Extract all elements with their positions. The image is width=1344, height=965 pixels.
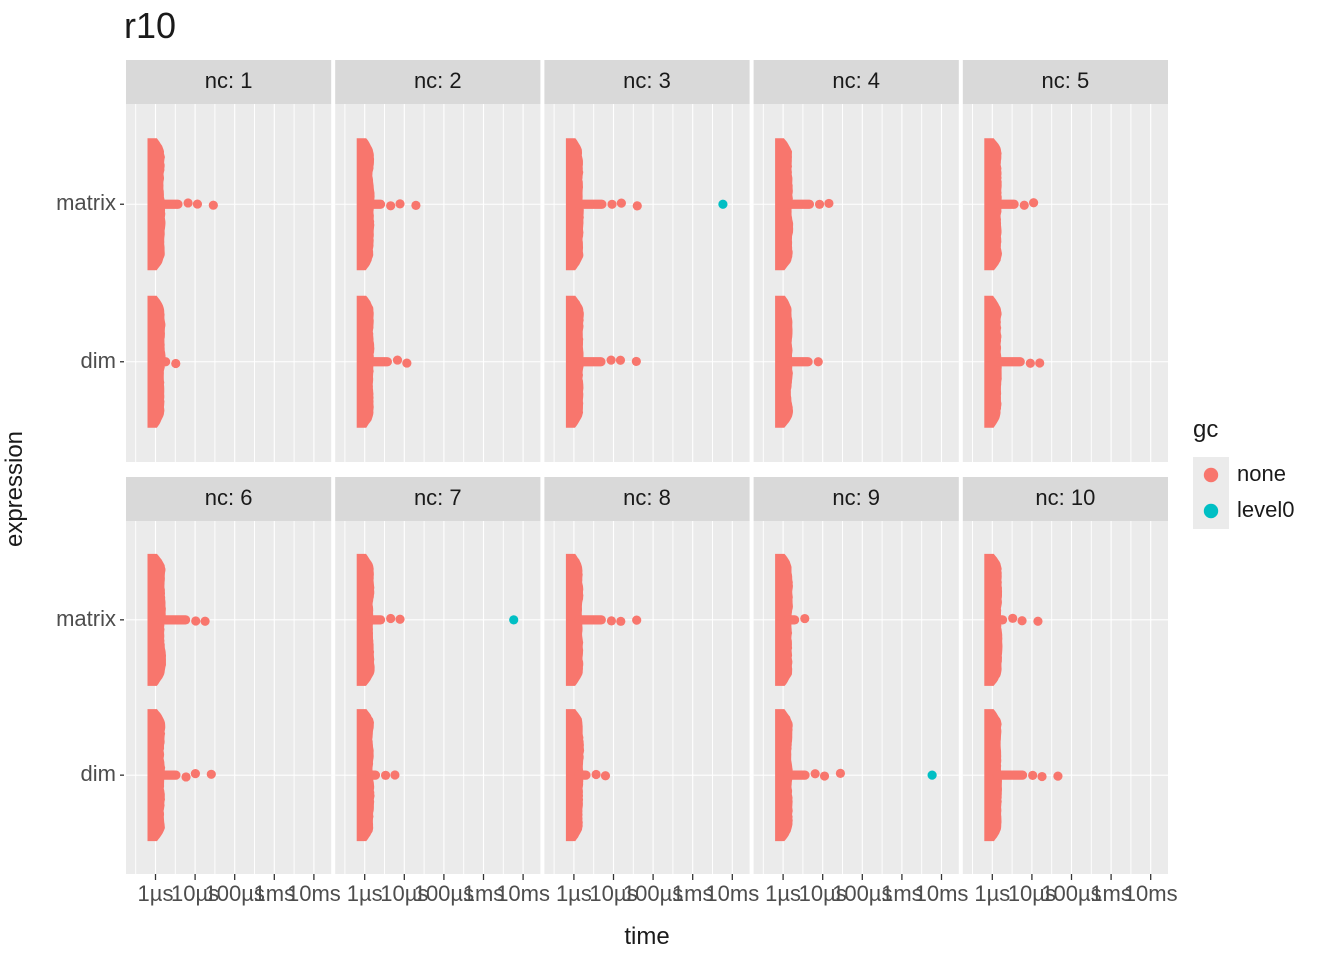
svg-text:10ms: 10ms — [287, 881, 341, 906]
svg-text:1µs: 1µs — [765, 881, 801, 906]
svg-text:10ms: 10ms — [705, 881, 759, 906]
svg-text:nc: 5: nc: 5 — [1042, 68, 1090, 93]
svg-text:nc: 1: nc: 1 — [205, 68, 253, 93]
svg-text:10ms: 10ms — [915, 881, 969, 906]
svg-text:nc: 9: nc: 9 — [832, 485, 880, 510]
svg-text:gc: gc — [1193, 416, 1218, 443]
svg-text:10ms: 10ms — [1124, 881, 1178, 906]
svg-text:1µs: 1µs — [974, 881, 1010, 906]
svg-text:nc: 10: nc: 10 — [1035, 485, 1095, 510]
svg-text:1µs: 1µs — [556, 881, 592, 906]
svg-text:expression: expression — [1, 431, 28, 547]
svg-text:matrix: matrix — [56, 606, 116, 631]
svg-text:dim: dim — [81, 348, 116, 373]
svg-text:time: time — [624, 923, 669, 950]
svg-text:nc: 2: nc: 2 — [414, 68, 462, 93]
svg-text:nc: 4: nc: 4 — [832, 68, 880, 93]
svg-text:none: none — [1237, 461, 1286, 486]
svg-text:nc: 6: nc: 6 — [205, 485, 253, 510]
svg-text:nc: 7: nc: 7 — [414, 485, 462, 510]
svg-text:1µs: 1µs — [138, 881, 174, 906]
svg-text:dim: dim — [81, 761, 116, 786]
svg-text:nc: 8: nc: 8 — [623, 485, 671, 510]
svg-text:10ms: 10ms — [496, 881, 550, 906]
svg-text:r10: r10 — [124, 5, 176, 46]
svg-text:level0: level0 — [1237, 497, 1294, 522]
svg-text:1µs: 1µs — [347, 881, 383, 906]
svg-text:matrix: matrix — [56, 190, 116, 215]
svg-text:nc: 3: nc: 3 — [623, 68, 671, 93]
